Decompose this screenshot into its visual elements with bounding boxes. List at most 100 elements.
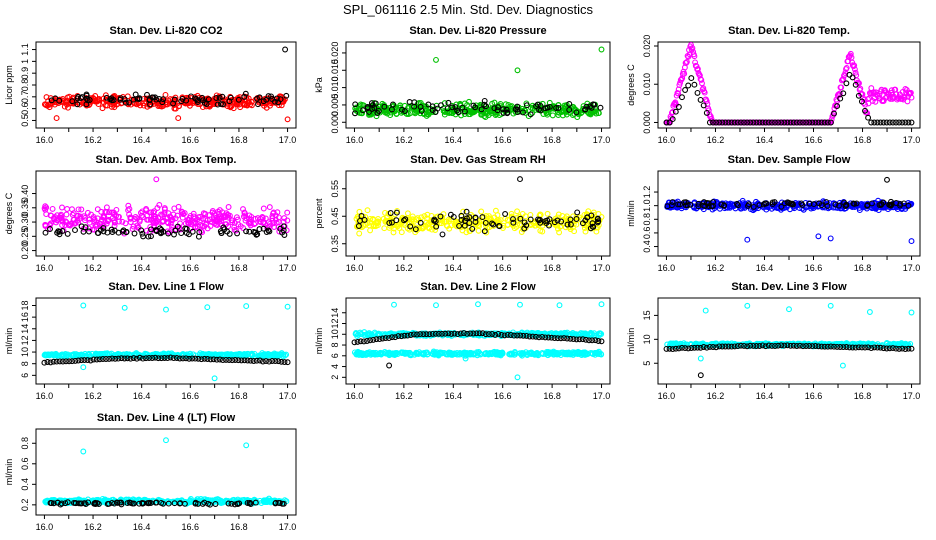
x-tick-label: 16.6 — [494, 263, 512, 273]
data-point — [356, 230, 363, 237]
overlay-point — [862, 107, 868, 114]
overlay-point — [827, 119, 834, 126]
overlay-point — [72, 227, 78, 234]
overlay-point — [479, 214, 486, 221]
data-point — [459, 227, 466, 234]
overlay-point — [558, 218, 565, 225]
overlay-point — [450, 213, 457, 220]
x-tick-label: 16.8 — [854, 263, 872, 273]
y-tick-label: 12 — [20, 335, 30, 345]
overlay-point — [546, 216, 553, 223]
data-point — [492, 112, 499, 118]
data-point — [41, 205, 48, 212]
overlay-point — [437, 213, 444, 220]
data-point — [161, 206, 168, 213]
overlay-point — [213, 95, 220, 101]
data-point — [827, 235, 834, 242]
y-tick-label: 0.005 — [330, 94, 340, 117]
overlay-point — [470, 102, 477, 109]
x-tick-label: 16.6 — [182, 263, 200, 273]
x-tick-label: 16.0 — [36, 135, 54, 145]
overlay-point — [753, 119, 760, 126]
x-tick-label: 16.2 — [395, 263, 413, 273]
y-tick-label: 1.0 — [642, 199, 652, 212]
overlay-point — [902, 119, 909, 126]
overlay-point — [429, 103, 436, 110]
overlay-point — [265, 227, 272, 234]
data-point — [63, 211, 70, 218]
overlay-point — [566, 101, 573, 107]
overlay-point — [478, 106, 485, 113]
data-point — [272, 212, 279, 219]
data-point — [904, 98, 911, 105]
data-point — [199, 229, 206, 236]
data-point — [130, 223, 137, 230]
data-point — [418, 225, 425, 232]
chart-title: Stan. Dev. Line 1 Flow — [108, 281, 224, 293]
chart-panel: Stan. Dev. Line 1 Flowml/min681012141618… — [4, 281, 297, 401]
data-point — [398, 229, 405, 236]
x-tick-label: 17.0 — [593, 263, 611, 273]
data-point — [862, 101, 869, 108]
data-point — [126, 205, 133, 212]
overlay-point — [192, 95, 199, 102]
data-point — [703, 98, 710, 105]
overlay-point — [263, 229, 270, 235]
data-point — [98, 208, 105, 215]
data-point — [197, 213, 203, 220]
overlay-point — [458, 212, 465, 219]
x-tick-label: 16.2 — [84, 522, 102, 532]
data-point — [273, 219, 280, 226]
data-point — [872, 98, 879, 105]
overlay-point — [877, 119, 884, 126]
overlay-point — [432, 218, 439, 225]
overlay-point — [800, 119, 806, 126]
data-point — [53, 115, 60, 122]
overlay-point — [852, 81, 859, 88]
data-point — [46, 104, 53, 111]
data-point — [554, 225, 561, 232]
overlay-point — [517, 215, 524, 222]
overlay-point — [86, 228, 92, 235]
x-tick-label: 16.4 — [445, 263, 463, 273]
overlay-point — [42, 229, 49, 236]
overlay-point — [256, 94, 263, 101]
overlay-point — [784, 119, 791, 126]
x-tick-label: 16.8 — [230, 263, 248, 273]
overlay-point — [250, 228, 257, 235]
overlay-point — [280, 223, 287, 230]
overlay-point — [886, 119, 893, 126]
chart-title: Stan. Dev. Amb. Box Temp. — [96, 154, 237, 166]
overlay-point — [277, 96, 284, 103]
data-point — [169, 223, 175, 230]
data-point — [92, 223, 99, 230]
x-tick-label: 16.0 — [658, 391, 676, 401]
data-point — [373, 113, 380, 120]
overlay-point — [357, 217, 363, 224]
data-point — [406, 220, 413, 227]
y-tick-label: 0.35 — [20, 199, 30, 217]
data-point — [247, 222, 254, 229]
overlay-point — [542, 105, 549, 112]
data-point — [85, 225, 92, 232]
overlay-point — [574, 209, 581, 216]
data-point — [555, 211, 562, 218]
y-tick-label: 14 — [330, 308, 340, 318]
data-point — [852, 69, 859, 76]
overlay-point — [834, 103, 841, 110]
data-point — [179, 214, 186, 221]
overlay-point — [220, 101, 226, 108]
data-point — [51, 101, 58, 108]
overlay-point — [54, 229, 61, 236]
data-point — [92, 97, 99, 104]
x-tick-label: 16.0 — [346, 135, 364, 145]
y-tick-label: 10 — [20, 347, 30, 357]
data-point — [110, 209, 117, 216]
overlay-point — [688, 75, 695, 82]
data-point — [91, 226, 98, 233]
overlay-point — [517, 176, 523, 183]
data-point — [122, 220, 129, 227]
overlay-point — [183, 230, 190, 236]
